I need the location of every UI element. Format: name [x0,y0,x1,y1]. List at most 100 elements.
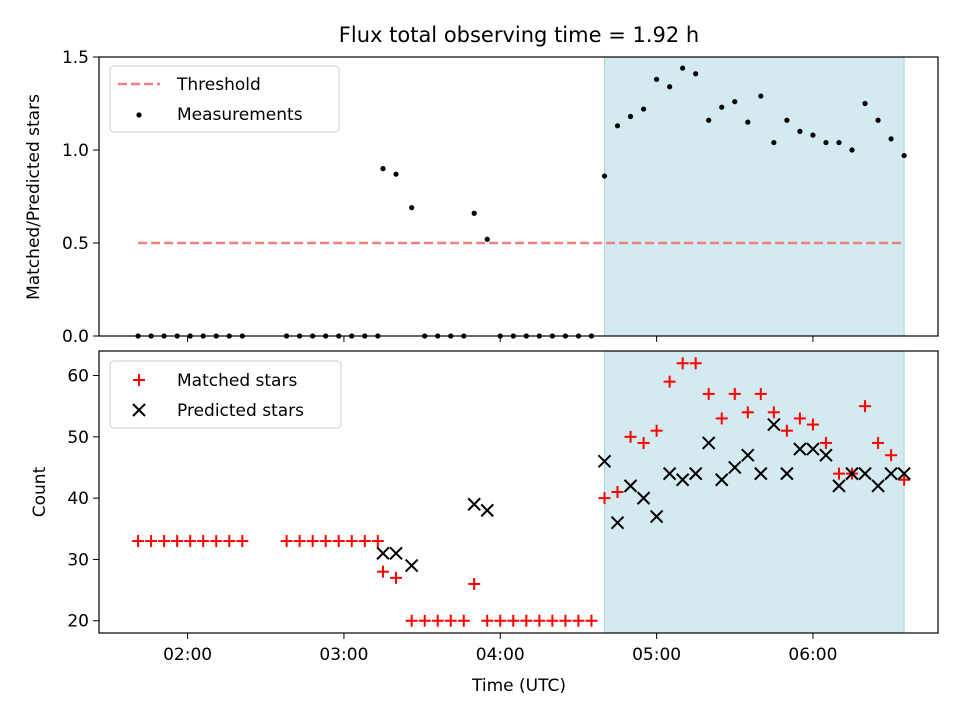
legend-matched-label: Matched stars [177,371,297,391]
data-point [653,76,660,82]
data-point [468,577,481,590]
data-point [184,535,197,548]
data-point [345,535,358,548]
observing-window-region [603,56,905,337]
legend-measurements-swatch [136,112,142,118]
data-point [767,406,780,419]
x-tick-label: 02:00 [163,645,212,665]
data-point [745,119,751,125]
data-point [780,424,793,437]
data-point [494,614,507,627]
data-point [559,614,572,627]
top-legend: Threshold Measurements [109,65,340,133]
data-point [849,147,855,153]
legend-predicted-swatch [132,403,146,417]
data-point [572,614,585,627]
x-axis-label: Time (UTC) [471,676,566,696]
bottom-panel: 20 30 40 50 60 02:00 03:00 04:00 05:00 06:00 [67,350,939,665]
x-tick-label: 05:00 [632,645,681,665]
data-point [623,479,638,493]
data-point [810,132,816,138]
data-point [306,535,319,548]
top-panel: 0.0 0.5 1.0 1.5 [62,48,939,347]
data-point [767,417,781,432]
data-point [715,412,728,425]
data-point [797,128,803,134]
x-tick-label: 04:00 [476,645,525,665]
data-point [380,166,386,172]
top-y-axis-label: Matched/Predicted stars [24,94,44,300]
data-point [533,614,546,627]
data-point [741,406,754,419]
data-point [467,497,481,511]
data-point [601,173,608,179]
legend-matched-swatch [133,374,145,386]
data-point [636,491,651,505]
x-tick-label: 03:00 [319,645,368,665]
data-point [444,614,457,627]
data-point [819,436,832,449]
data-point [715,473,729,487]
data-point [377,565,390,578]
data-point [171,535,184,548]
data-point [404,558,419,573]
data-point [637,436,650,449]
data-point [507,614,520,627]
data-point [627,113,634,120]
data-point [859,400,872,413]
data-point [780,466,794,481]
data-point [223,535,236,548]
data-point [771,139,777,146]
legend-predicted-label: Predicted stars [177,401,304,421]
data-point [520,614,533,627]
data-point [650,424,663,437]
data-point [332,535,345,548]
data-point [806,442,820,456]
data-point [872,436,885,449]
data-point [823,139,829,146]
data-point [706,117,712,123]
data-point [858,466,872,481]
x-tick-label: 06:00 [788,645,837,665]
y-tick-label: 1.0 [62,141,89,161]
data-point [210,535,223,548]
data-point [689,357,702,370]
data-point [640,106,647,112]
bottom-legend: Matched stars Predicted stars [109,360,342,429]
data-point [624,430,637,443]
data-point [885,449,898,462]
y-tick-label: 30 [67,550,89,570]
data-point [901,152,907,159]
data-point [702,387,715,400]
data-point [832,479,846,493]
data-point [667,84,673,90]
data-point [793,442,807,456]
data-point [732,99,738,105]
data-point [197,535,210,548]
series-matched-stars [132,357,911,627]
data-point [471,210,477,216]
data-point [481,614,494,627]
data-point [376,546,390,561]
axes-frame [98,350,939,634]
legend-measurements-label: Measurements [177,105,303,125]
data-point [649,509,664,524]
series-predicted-stars [376,417,911,573]
data-point [719,104,725,110]
data-point [405,614,418,627]
y-tick-label: 0.5 [62,234,89,254]
data-point [898,473,911,486]
data-point [675,473,690,487]
data-point [806,418,819,431]
y-tick-label: 20 [67,612,89,632]
data-point [236,535,249,548]
axes-frame [98,56,939,337]
data-point [676,357,689,370]
data-point [480,503,494,518]
data-point [897,466,911,481]
data-point [293,535,306,548]
data-point [832,467,845,480]
data-point [546,614,559,627]
data-point [845,466,859,481]
